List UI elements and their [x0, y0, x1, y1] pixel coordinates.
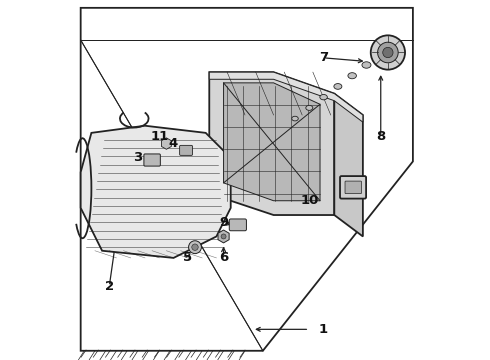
Text: 6: 6 [219, 251, 228, 264]
Circle shape [189, 241, 201, 253]
Circle shape [221, 234, 226, 239]
Polygon shape [209, 72, 334, 215]
Text: 7: 7 [319, 51, 328, 64]
Text: 8: 8 [376, 130, 385, 143]
Text: 10: 10 [300, 194, 318, 207]
FancyBboxPatch shape [180, 145, 193, 156]
FancyBboxPatch shape [345, 181, 362, 194]
Ellipse shape [334, 84, 342, 89]
Ellipse shape [362, 62, 371, 68]
Text: 4: 4 [169, 137, 178, 150]
Circle shape [192, 244, 198, 251]
Polygon shape [223, 83, 320, 201]
Text: 11: 11 [150, 130, 169, 143]
Polygon shape [334, 94, 363, 237]
Text: 5: 5 [183, 251, 193, 264]
Circle shape [378, 42, 398, 63]
Ellipse shape [320, 94, 327, 100]
FancyBboxPatch shape [144, 154, 160, 166]
Text: 9: 9 [219, 216, 228, 229]
Polygon shape [209, 72, 363, 122]
Ellipse shape [292, 116, 298, 121]
Polygon shape [81, 126, 231, 258]
Ellipse shape [348, 73, 356, 79]
Text: 1: 1 [319, 323, 328, 336]
FancyBboxPatch shape [229, 219, 246, 231]
FancyBboxPatch shape [340, 176, 366, 199]
Circle shape [371, 35, 405, 69]
Text: 3: 3 [133, 151, 143, 165]
Ellipse shape [306, 105, 313, 111]
Circle shape [383, 48, 393, 58]
Text: 2: 2 [105, 280, 114, 293]
